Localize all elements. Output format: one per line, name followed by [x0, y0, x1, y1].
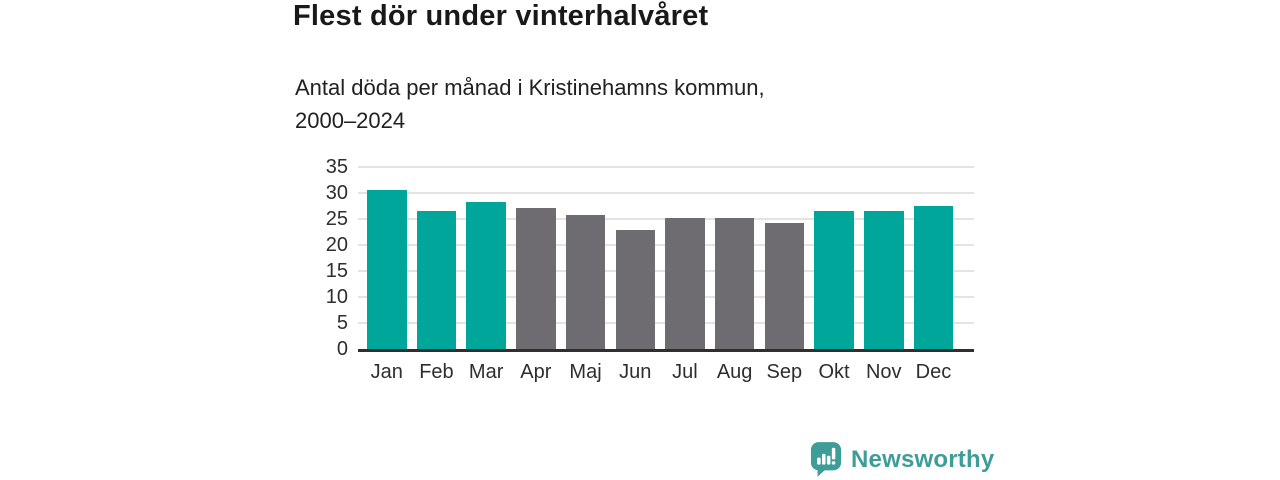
x-tick-label-feb: Feb	[419, 361, 454, 383]
y-tick-label-5: 5	[336, 312, 348, 334]
logo-bar-1	[817, 457, 821, 465]
y-tick-label-35: 35	[325, 156, 348, 178]
bar-jan	[367, 190, 407, 349]
x-tick-label-jan: Jan	[370, 361, 403, 383]
gridline-30	[358, 192, 974, 194]
x-axis-line	[358, 349, 974, 352]
y-tick-label-20: 20	[325, 234, 348, 256]
newsworthy-logo-icon	[810, 442, 842, 477]
bar-apr	[516, 208, 556, 349]
x-tick-label-jun: Jun	[619, 361, 652, 383]
bar-maj	[565, 215, 606, 349]
x-tick-label-mar: Mar	[468, 361, 504, 383]
logo-exclamation-bar	[831, 447, 836, 460]
bar-chart: 0 5 10 15 20 25 30 35 Jan Feb Mar Apr Maj Jun Jul Aug S…	[280, 156, 980, 407]
bar-jun	[615, 230, 655, 349]
logo-bar-2	[822, 453, 826, 465]
bar-mar	[466, 201, 506, 349]
x-tick-label-okt: Okt	[818, 361, 850, 383]
gridline-35	[358, 166, 974, 168]
bar-sep	[764, 223, 805, 349]
x-tick-label-nov: Nov	[865, 361, 902, 383]
plot-area	[358, 166, 974, 352]
y-tick-label-15: 15	[325, 260, 348, 282]
x-tick-label-apr: Apr	[520, 361, 552, 383]
bar-nov	[864, 211, 904, 349]
bar-jul	[665, 218, 705, 349]
newsworthy-logo: Newsworthy	[810, 441, 994, 478]
subtitle-line-2: 2000–2024	[295, 108, 406, 133]
bar-okt	[814, 211, 854, 349]
logo-exclamation-dot	[831, 461, 836, 465]
x-tick-label-jul: Jul	[672, 361, 698, 383]
logo-bar-3	[826, 455, 831, 465]
page-title: Flest dör under vinterhalvåret	[293, 0, 709, 32]
x-tick-label-maj: Maj	[569, 361, 602, 383]
y-tick-label-25: 25	[325, 208, 348, 230]
bar-feb	[416, 211, 457, 349]
x-tick-label-aug: Aug	[716, 361, 753, 383]
y-tick-label-10: 10	[325, 286, 348, 308]
bar-dec	[913, 206, 954, 349]
x-tick-label-dec: Dec	[915, 361, 952, 383]
x-tick-label-sep: Sep	[766, 361, 803, 383]
y-tick-label-0: 0	[336, 338, 348, 360]
bar-aug	[714, 217, 755, 349]
newsworthy-logo-text: Newsworthy	[851, 445, 995, 473]
subtitle-line-1: Antal döda per månad i Kristinehamns kom…	[295, 75, 765, 100]
y-tick-label-30: 30	[325, 182, 348, 204]
chart-subtitle: Antal döda per månad i Kristinehamns kom…	[295, 71, 765, 137]
